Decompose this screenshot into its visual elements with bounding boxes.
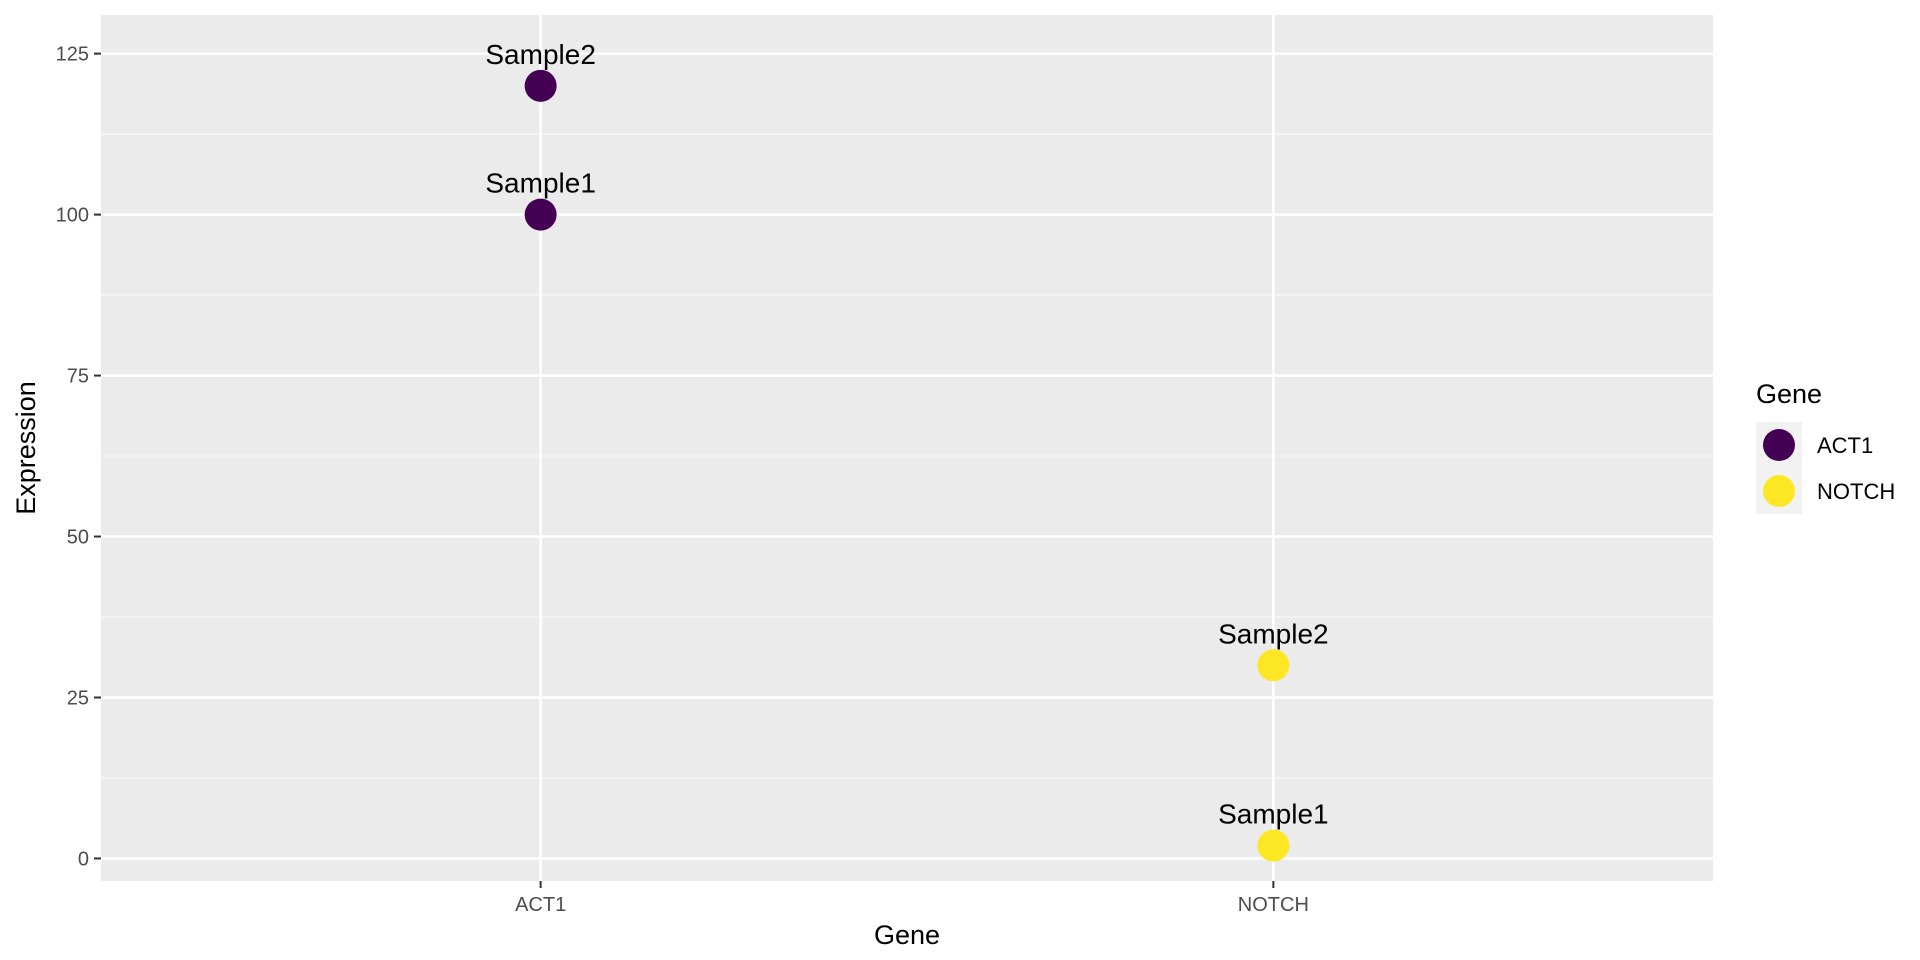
major-gridlines	[101, 15, 1713, 881]
y-tick-label: 50	[67, 527, 89, 549]
y-tick-label: 100	[56, 205, 89, 227]
point-label: Sample2	[1218, 618, 1329, 649]
minor-gridlines	[101, 133, 1713, 779]
legend-label: NOTCH	[1817, 479, 1895, 504]
y-tick-label: 75	[67, 366, 89, 388]
x-tick-label: ACT1	[515, 894, 566, 916]
x-axis: ACT1 NOTCH	[515, 881, 1309, 916]
legend-key	[1763, 475, 1795, 507]
point-labels: Sample1 Sample2 Sample1 Sample2	[485, 39, 1328, 830]
data-point	[524, 198, 557, 231]
data-point	[1257, 649, 1290, 682]
legend-title: Gene	[1756, 379, 1822, 409]
legend: Gene ACT1 NOTCH	[1756, 379, 1895, 514]
y-tick-label: 25	[67, 687, 89, 709]
legend-key	[1763, 429, 1795, 461]
point-label: Sample1	[485, 168, 596, 199]
data-points	[524, 69, 1290, 862]
y-tick-label: 125	[56, 44, 89, 66]
x-tick-label: NOTCH	[1238, 894, 1309, 916]
y-axis: 0 25 50 75 100 125	[56, 44, 101, 870]
x-axis-title: Gene	[874, 920, 940, 950]
plot-panel	[101, 15, 1713, 881]
legend-items: ACT1 NOTCH	[1756, 422, 1895, 514]
point-label: Sample2	[485, 39, 596, 70]
data-point	[1257, 829, 1290, 862]
point-label: Sample1	[1218, 799, 1329, 830]
data-point	[524, 69, 557, 102]
legend-label: ACT1	[1817, 433, 1873, 458]
y-tick-label: 0	[78, 848, 89, 870]
y-axis-title: Expression	[11, 381, 41, 515]
